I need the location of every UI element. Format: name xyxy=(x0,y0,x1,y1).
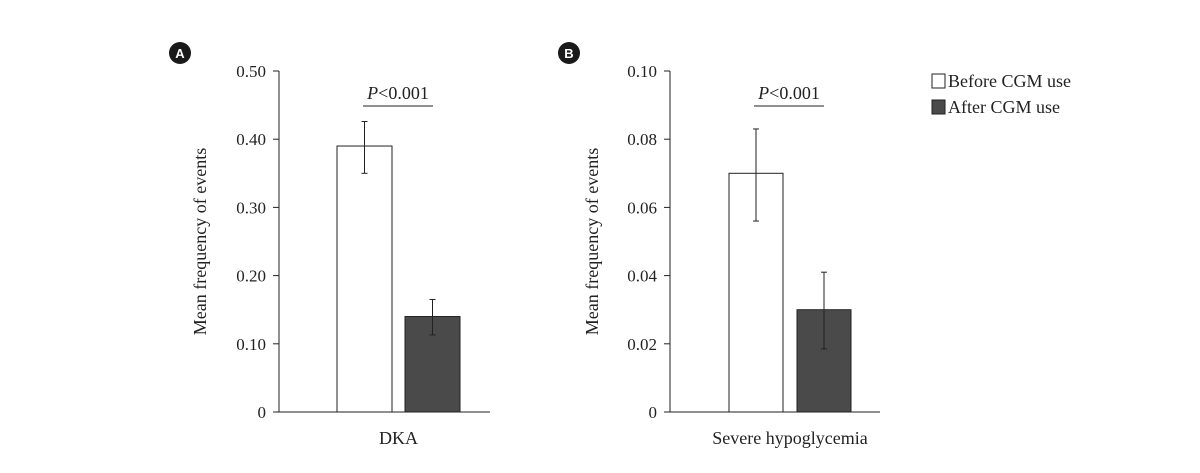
bar-before xyxy=(336,145,393,413)
y-tick-label: 0.08 xyxy=(627,130,657,149)
y-tick-label: 0.04 xyxy=(627,267,657,286)
panel-letter: A xyxy=(175,46,185,61)
y-tick-label: 0.06 xyxy=(627,198,657,217)
y-tick-label: 0.10 xyxy=(236,335,266,354)
y-tick-label: 0.30 xyxy=(236,198,266,217)
y-tick-label: 0.50 xyxy=(236,62,266,81)
y-tick-label: 0.02 xyxy=(627,335,657,354)
legend-swatch xyxy=(931,99,946,115)
p-value-label: P<0.001 xyxy=(757,83,820,103)
category-label: Severe hypoglycemia xyxy=(712,428,867,448)
y-axis-label: Mean frequency of events xyxy=(582,148,602,335)
panel-badge xyxy=(558,42,580,64)
panel-b: B 0 0.02 0.04 0.06 0.08 0.10 Mean frequency of … xyxy=(558,42,880,448)
y-tick-label: 0 xyxy=(258,403,267,422)
p-value-label: P<0.001 xyxy=(366,83,429,103)
category-label: DKA xyxy=(379,428,418,448)
panel-badge xyxy=(169,42,191,64)
panel-letter: B xyxy=(564,46,573,61)
y-tick-label: 0.10 xyxy=(627,62,657,81)
y-tick-label: 0.20 xyxy=(236,267,266,286)
y-tick-label: 0.40 xyxy=(236,130,266,149)
panel-a: A 0 0.10 0.20 0.30 0.40 0.50 Mean frequency of … xyxy=(169,42,490,448)
y-tick-label: 0 xyxy=(649,403,658,422)
legend-label: Before CGM use xyxy=(948,71,1071,91)
legend-label: After CGM use xyxy=(948,97,1060,117)
y-axis-label: Mean frequency of events xyxy=(190,148,210,335)
legend-swatch xyxy=(931,73,946,89)
legend: Before CGM use After CGM use xyxy=(931,71,1071,117)
